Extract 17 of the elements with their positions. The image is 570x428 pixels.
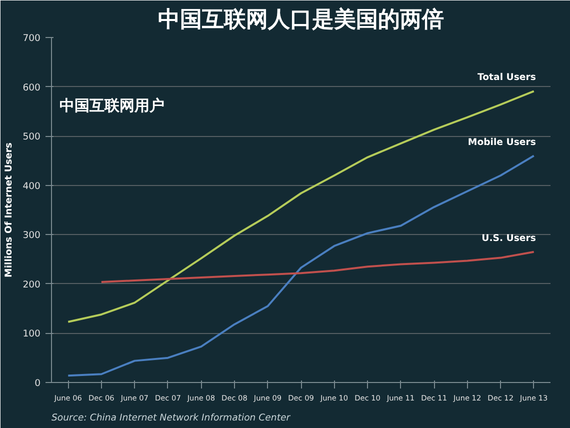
y-tick-label: 0 <box>34 378 41 389</box>
source-note: Source: China Internet Network Information Center <box>52 412 292 424</box>
y-tick-label: 500 <box>22 132 41 143</box>
y-tick-label: 200 <box>22 279 41 290</box>
y-tick-label: 600 <box>22 82 41 94</box>
line-series <box>67 154 535 377</box>
series-label: Mobile Users <box>468 136 536 148</box>
text: 中国互联网用户 <box>60 96 164 114</box>
series-label: Total Users <box>478 72 536 84</box>
y-tick-label: 100 <box>22 328 41 340</box>
y-tick-label: 700 <box>22 33 41 44</box>
y-tick-label: 400 <box>22 180 41 192</box>
series-label: U.S. Users <box>482 232 536 244</box>
chart-title: 中国互联网人口是美国的两倍 <box>158 6 444 32</box>
line-series <box>100 250 535 283</box>
y-tick-label: 300 <box>22 230 41 242</box>
y-axis-title: Millions Of Internet Users <box>4 142 15 278</box>
